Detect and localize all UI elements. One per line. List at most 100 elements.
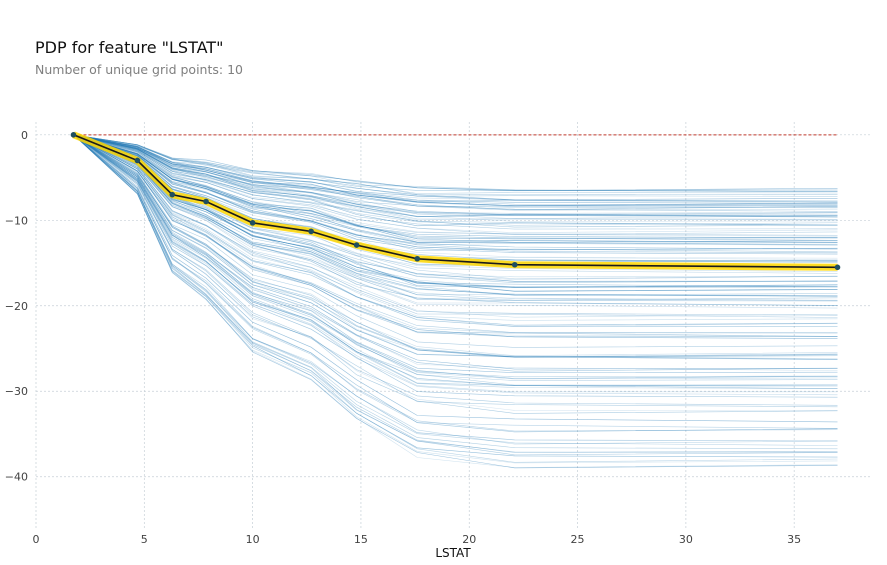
ice-line [73,134,838,216]
ice-line [73,134,838,339]
ice-line [73,134,838,379]
ice-line [73,134,838,386]
x-axis-label: LSTAT [435,546,471,560]
ice-line [73,134,838,250]
ice-line [73,134,838,204]
ice-line [73,134,838,236]
ice-line [73,134,838,378]
ice-line [73,134,838,348]
ice-line [73,134,838,358]
ice-line [73,134,838,216]
ice-line [73,134,838,321]
x-tick-label: 15 [354,533,368,546]
ice-line [73,134,838,408]
ice-line [73,134,838,464]
pdp-point [414,255,421,262]
ice-line [73,134,838,212]
ice-line [73,134,838,259]
ice-line [73,134,838,463]
ice-line [73,134,838,192]
ice-line [73,134,838,254]
ice-line [73,134,838,446]
ice-line [73,134,838,326]
ice-line [73,134,838,307]
ice-line [73,134,838,255]
ice-line [73,134,838,406]
ice-line [73,134,838,214]
ice-line [73,134,838,234]
ice-line [73,134,838,207]
pdp-point [169,191,176,198]
pdp-point [353,242,360,248]
ice-line [73,134,838,226]
chart-title: PDP for feature "LSTAT" [35,38,224,57]
ice-line [73,134,838,220]
ice-line [73,134,838,398]
y-tick-label: −30 [5,385,28,398]
ice-line [73,134,838,227]
ice-line [73,134,838,194]
ice-line [73,134,838,381]
pdp-point [308,228,314,235]
pdp-curve [70,131,841,271]
ice-line [73,134,838,217]
ice-line [73,134,838,206]
ice-line [73,134,838,211]
ice-line [73,134,838,396]
ice-line [73,134,838,207]
ice-line [73,134,838,371]
pdp-point [511,261,518,268]
y-tick-label: −20 [5,300,28,313]
ice-line [73,134,838,301]
x-tick-label: 10 [246,533,260,546]
grid-lines [35,122,870,528]
ice-line [73,134,838,414]
ice-line [73,134,838,370]
x-tick-label: 5 [141,533,148,546]
ice-line [73,134,838,389]
ice-line [73,134,838,372]
x-tick-label: 0 [33,533,40,546]
ice-line [73,134,838,432]
ice-line [73,134,838,192]
y-axis-ticks: 0 −10 −20 −30 −40 [5,129,28,484]
ice-line [73,134,838,458]
ice-line [73,134,838,243]
y-tick-label: −40 [5,471,28,484]
ice-line [73,134,838,423]
ice-line [73,134,838,359]
ice-line [73,134,838,226]
x-tick-label: 25 [571,533,585,546]
ice-line [73,134,838,297]
ice-line [73,134,838,387]
ice-line [73,134,838,301]
ice-line [73,134,838,228]
ice-line [73,134,838,360]
ice-line [73,134,838,237]
ice-line [73,134,838,192]
ice-line [73,134,838,206]
ice-line [73,134,838,218]
ice-line [73,134,838,380]
ice-line [73,134,838,251]
ice-line [73,134,838,243]
ice-line [73,134,838,429]
ice-line [73,134,838,358]
pdp-point [834,264,841,271]
ice-line [73,134,838,196]
pdp-point [249,220,256,226]
y-tick-label: 0 [21,129,28,142]
ice-line [73,134,838,243]
ice-line [73,134,838,203]
ice-line [73,134,838,456]
ice-line [73,134,838,445]
ice-line [73,134,838,211]
ice-line [73,134,838,239]
ice-line [73,134,838,337]
ice-line [73,134,838,191]
ice-line [73,134,838,241]
ice-line [73,134,838,221]
ice-line [73,134,838,318]
